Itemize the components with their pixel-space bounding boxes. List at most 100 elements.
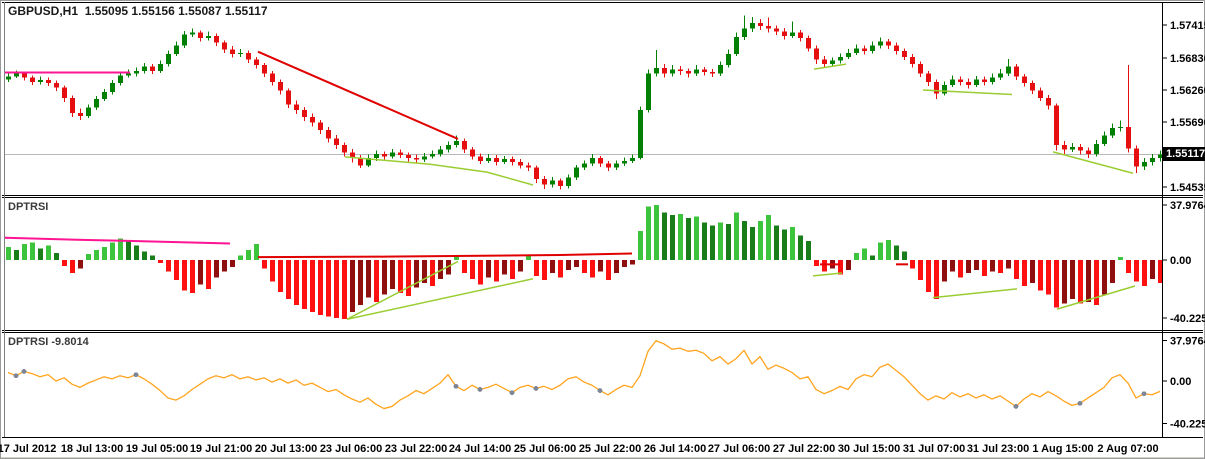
histogram-bar	[1070, 260, 1075, 300]
histogram-series	[6, 205, 1163, 320]
green-fan-a[interactable]	[346, 260, 459, 320]
histogram-bar	[38, 248, 43, 260]
candle-body	[438, 149, 443, 155]
green-trendline-3[interactable]	[922, 89, 1013, 96]
candle-body	[398, 152, 403, 156]
histogram-bar	[1038, 260, 1043, 291]
histogram-bar	[126, 241, 131, 260]
red-trendline[interactable]	[257, 50, 459, 140]
histogram-bar	[990, 260, 995, 272]
histogram-bar	[694, 216, 699, 260]
histogram-bar	[54, 252, 59, 260]
histogram-bar	[550, 260, 555, 274]
histogram-bar	[190, 260, 195, 294]
dptrsi-histogram-panel[interactable]	[4, 205, 1163, 320]
time-scale[interactable]: 17 Jul 2012 18 Jul 13:00 19 Jul 05:00 19 Ju…	[0, 443, 1159, 455]
indicator-tick-label: 37.9764	[1170, 336, 1205, 348]
histogram-bar	[774, 225, 779, 260]
histogram-bar	[1030, 260, 1035, 284]
histogram-bar	[1054, 260, 1059, 308]
candle-body	[1118, 127, 1123, 129]
candle-body	[606, 163, 611, 168]
green-line-d[interactable]	[1056, 285, 1136, 310]
histogram-bar	[574, 260, 579, 268]
green-trendline-4[interactable]	[1052, 151, 1134, 174]
candle-body	[142, 66, 147, 71]
candle-body	[126, 73, 131, 76]
dptrsi-line-panel[interactable]	[7, 340, 1161, 410]
histogram-bar	[86, 254, 91, 260]
candle-body	[670, 69, 675, 74]
time-tick-label: 31 Jul 07:00	[903, 443, 965, 455]
histogram-bar	[958, 260, 963, 278]
candle-body	[646, 73, 651, 111]
candle-body	[94, 98, 99, 108]
candle-body	[478, 156, 483, 161]
histogram-bar	[766, 215, 771, 260]
histogram-bar	[998, 260, 1003, 274]
time-tick-label: 25 Jul 06:00	[514, 443, 576, 455]
histogram-bar	[1158, 260, 1163, 284]
histogram-bar	[742, 220, 747, 260]
histogram-bar	[414, 260, 419, 288]
candle-body	[286, 90, 291, 105]
candle-body	[214, 35, 219, 43]
red-signal-line[interactable]	[257, 252, 633, 259]
candle-body	[758, 23, 763, 26]
histogram-bar	[606, 260, 611, 281]
histogram-bar	[974, 260, 979, 271]
histogram-bar	[670, 215, 675, 260]
green-trendline-1[interactable]	[344, 156, 534, 186]
candle-body	[934, 82, 939, 94]
histogram-bar	[430, 260, 435, 287]
candle-body	[966, 82, 971, 85]
histogram-bar	[1118, 257, 1123, 260]
candle-body	[1046, 97, 1051, 106]
histogram-bar	[790, 226, 795, 260]
histogram-bar	[566, 260, 571, 271]
histogram-bar	[206, 260, 211, 289]
candle-body	[1086, 150, 1091, 155]
histogram-bar	[846, 260, 851, 271]
histogram-bar	[14, 249, 19, 260]
histogram-bar	[1110, 260, 1115, 284]
candle-wick	[768, 17, 769, 33]
candle-body	[542, 178, 547, 185]
histogram-bar	[142, 251, 147, 260]
histogram-bar	[526, 255, 531, 260]
candle-body	[14, 73, 19, 77]
histogram-bar	[46, 245, 51, 260]
candle-body	[414, 158, 419, 160]
candle-body	[782, 31, 787, 36]
histogram-bar	[334, 260, 339, 318]
price-scale[interactable]: 1.57415 1.56830 1.56260 1.55690 1.54535 37.97…	[1162, 20, 1205, 431]
green-trendline-2[interactable]	[813, 63, 847, 70]
histogram-bar	[118, 238, 123, 260]
candle-body	[454, 141, 459, 146]
signal-dot	[477, 387, 483, 392]
histogram-bar	[342, 260, 347, 320]
histogram-bar	[366, 260, 371, 298]
green-seg[interactable]	[812, 272, 843, 277]
green-fan-b[interactable]	[346, 278, 534, 320]
candle-body	[1030, 83, 1035, 91]
candle-body	[182, 34, 187, 46]
candle-body	[1150, 158, 1155, 162]
candle-body	[926, 73, 931, 83]
green-line-c[interactable]	[932, 288, 1018, 299]
histogram-bar	[22, 244, 27, 260]
candlestick-series	[6, 15, 1163, 190]
time-tick-label: 26 Jul 14:00	[644, 443, 706, 455]
candle-body	[166, 53, 171, 65]
magenta-signal-line[interactable]	[4, 236, 231, 245]
time-tick-label: 24 Jul 14:00	[449, 443, 511, 455]
signal-dot	[133, 372, 139, 378]
candle-body	[614, 163, 619, 168]
candle-body	[710, 71, 715, 74]
candle-body	[870, 45, 875, 52]
candle-body	[582, 163, 587, 168]
histogram-bar	[806, 241, 811, 260]
main-price-panel[interactable]	[5, 15, 1163, 190]
time-tick-label: 31 Jul 23:00	[967, 443, 1029, 455]
